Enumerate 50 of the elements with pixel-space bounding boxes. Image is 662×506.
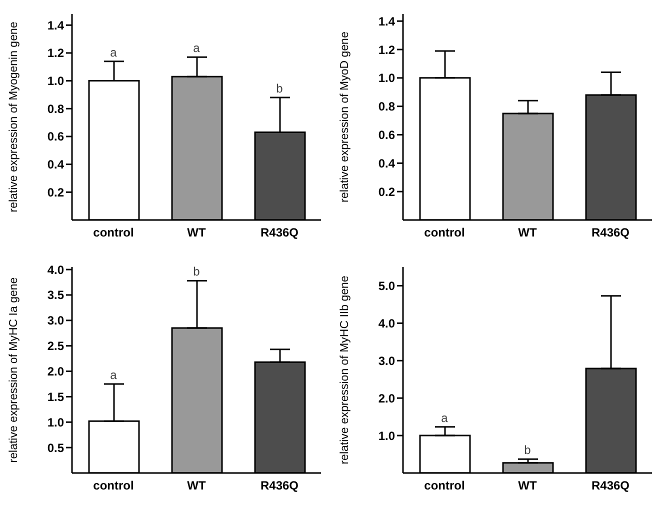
y-tick-label: 1.0	[47, 74, 64, 88]
x-tick-label: R436Q	[591, 226, 630, 240]
y-tick-label: 0.8	[378, 100, 396, 114]
annotation: a	[441, 410, 448, 425]
y-axis-title: relative expression of MyoD gene	[339, 32, 352, 202]
x-tick-label: WT	[187, 226, 206, 240]
x-tick-label: control	[93, 478, 134, 493]
y-tick-label: 3.5	[47, 288, 64, 302]
y-tick-label: 4.0	[47, 262, 64, 277]
x-tick-label: WT	[518, 226, 538, 240]
y-tick-label: 1.0	[378, 71, 396, 86]
y-tick-label: 5.0	[378, 278, 396, 293]
y-axis-title: relative expression of Myogenin gene	[8, 22, 20, 212]
x-tick-label: control	[93, 226, 134, 240]
annotation: b	[524, 443, 532, 458]
y-tick-label: 4.0	[378, 316, 396, 330]
x-tick-label: WT	[518, 478, 538, 493]
x-tick-label: R436Q	[260, 226, 299, 240]
x-tick-label: R436Q	[260, 478, 299, 493]
y-tick-label: 0.5	[47, 440, 64, 455]
y-tick-label: 1.4	[47, 18, 64, 32]
annotation: a	[193, 41, 200, 56]
y-tick-label: 1.0	[378, 428, 396, 443]
x-tick-label: control	[424, 478, 465, 493]
y-tick-label: 2.5	[47, 339, 64, 354]
y-tick-label: 2.0	[378, 391, 396, 406]
annotation: b	[193, 264, 200, 279]
y-tick-label: 0.8	[47, 102, 64, 116]
y-tick-label: 1.0	[47, 415, 64, 430]
y-tick-label: 0.4	[378, 156, 396, 170]
y-axis-title: relative expression of MyHC IIb gene	[339, 276, 352, 464]
x-tick-label: R436Q	[591, 478, 630, 493]
y-axis-title: relative expression of MyHC Ia gene	[8, 277, 20, 463]
y-tick-label: 0.6	[47, 130, 64, 144]
y-tick-label: 1.2	[47, 46, 64, 60]
annotation: a	[110, 45, 118, 60]
y-tick-label: 1.5	[47, 390, 64, 404]
y-tick-label: 1.4	[378, 14, 396, 28]
annotation: b	[276, 82, 284, 96]
annotation: a	[110, 368, 118, 382]
y-tick-label: 0.4	[47, 158, 64, 172]
y-tick-label: 0.6	[378, 128, 396, 142]
y-tick-label: 3.0	[378, 354, 396, 368]
x-tick-label: control	[424, 226, 465, 240]
x-tick-label: WT	[187, 478, 206, 493]
y-tick-label: 3.0	[47, 314, 64, 328]
y-tick-label: 2.0	[47, 364, 64, 379]
y-tick-label: 0.2	[47, 185, 64, 200]
y-tick-label: 1.2	[378, 42, 396, 57]
y-tick-label: 0.2	[378, 184, 396, 199]
